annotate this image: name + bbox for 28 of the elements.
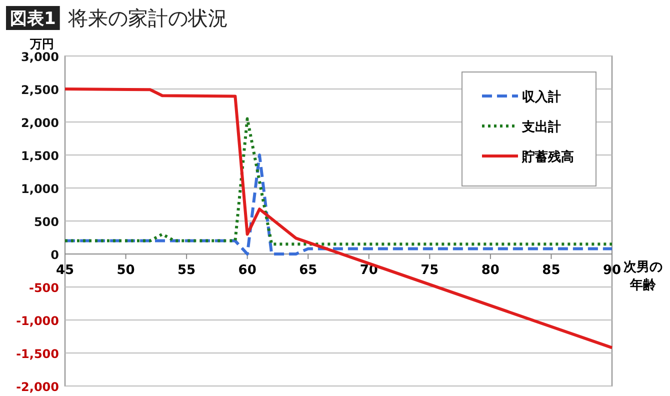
chart-title: 将来の家計の状況 <box>66 6 228 30</box>
y-tick-label: 500 <box>34 215 59 229</box>
y-tick-label: 0 <box>50 248 59 262</box>
y-tick-label: -1,500 <box>16 347 59 361</box>
y-tick-label: -2,000 <box>16 380 59 394</box>
line-series <box>64 117 614 246</box>
x-tick-label: 90 <box>602 263 622 278</box>
y-axis-title: 万円 <box>29 37 54 51</box>
y-tick-label: -500 <box>28 281 59 295</box>
legend-label: 貯蓄残高 <box>521 149 574 165</box>
x-tick-label: 85 <box>542 263 560 278</box>
x-tick-label: 65 <box>299 263 318 278</box>
legend-label: 支出計 <box>521 119 561 135</box>
y-tick-label: 1,000 <box>21 182 59 196</box>
x-tick-label: 55 <box>178 263 196 278</box>
x-tick-label: 80 <box>481 263 500 278</box>
x-tick-label: 45 <box>56 263 74 278</box>
y-tick-label: 3,000 <box>21 50 59 64</box>
legend-label: 収入計 <box>522 89 561 105</box>
x-tick-label: 50 <box>116 263 135 278</box>
y-tick-label: 1,500 <box>21 149 59 163</box>
badge: 図表1 <box>6 6 60 30</box>
y-tick-label: 2,000 <box>21 116 59 130</box>
y-tick-label: -1,000 <box>16 314 59 328</box>
x-tick-label: 75 <box>420 263 439 278</box>
y-tick-label: 2,500 <box>21 83 59 97</box>
x-tick-label: 60 <box>238 263 256 278</box>
x-axis-title: 次男の年齢 <box>622 259 664 295</box>
